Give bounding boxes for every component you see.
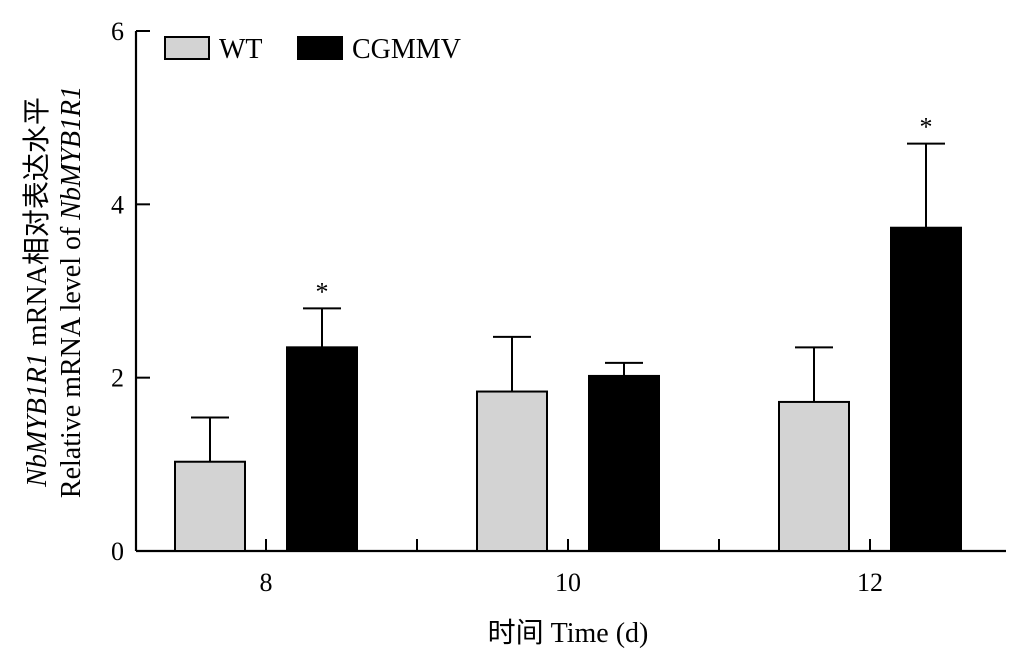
y-tick-label-2: 2 [111,364,124,393]
x-axis-title: 时间 Time (d) [488,617,649,649]
significance-cgmmv-12: * [920,113,933,142]
x-tick-label-10: 10 [555,568,581,597]
legend-swatch-cgmmv [297,36,343,60]
bar-cgmmv-10 [588,374,660,552]
y-axis-title-line2: Relative mRNA level of NbMYB1R1 [56,86,87,498]
y-axis-title-line2-rest: Relative mRNA level of [56,220,87,498]
x-tick-label-12: 12 [857,568,883,597]
bar-wt-12 [778,400,850,552]
plot-area: 0 2 4 6 8 10 12 * * [111,17,1006,597]
legend-label-cgmmv: CGMMV [352,34,461,65]
y-axis-title-line1: NbMYB1R1 mRNA相对表达水平 [21,97,53,488]
bar-wt-10 [476,390,548,552]
legend: WT CGMMV [164,34,461,65]
significance-cgmmv-8: * [316,277,329,306]
y-tick-label-6: 6 [111,17,124,46]
bar-wt-8 [174,460,246,553]
bar-cgmmv-12 [890,226,962,552]
legend-swatch-wt [164,36,210,60]
y-axis-title-line1-rest: mRNA相对表达水平 [21,97,53,353]
y-tick-label-0: 0 [111,537,124,566]
y-axis-title-line1-gene: NbMYB1R1 [22,353,53,488]
legend-label-wt: WT [219,34,263,65]
y-tick-label-4: 4 [111,190,124,219]
bar-cgmmv-8 [286,346,358,553]
x-tick-label-8: 8 [260,568,273,597]
y-axis-title-line2-gene: NbMYB1R1 [56,86,87,221]
